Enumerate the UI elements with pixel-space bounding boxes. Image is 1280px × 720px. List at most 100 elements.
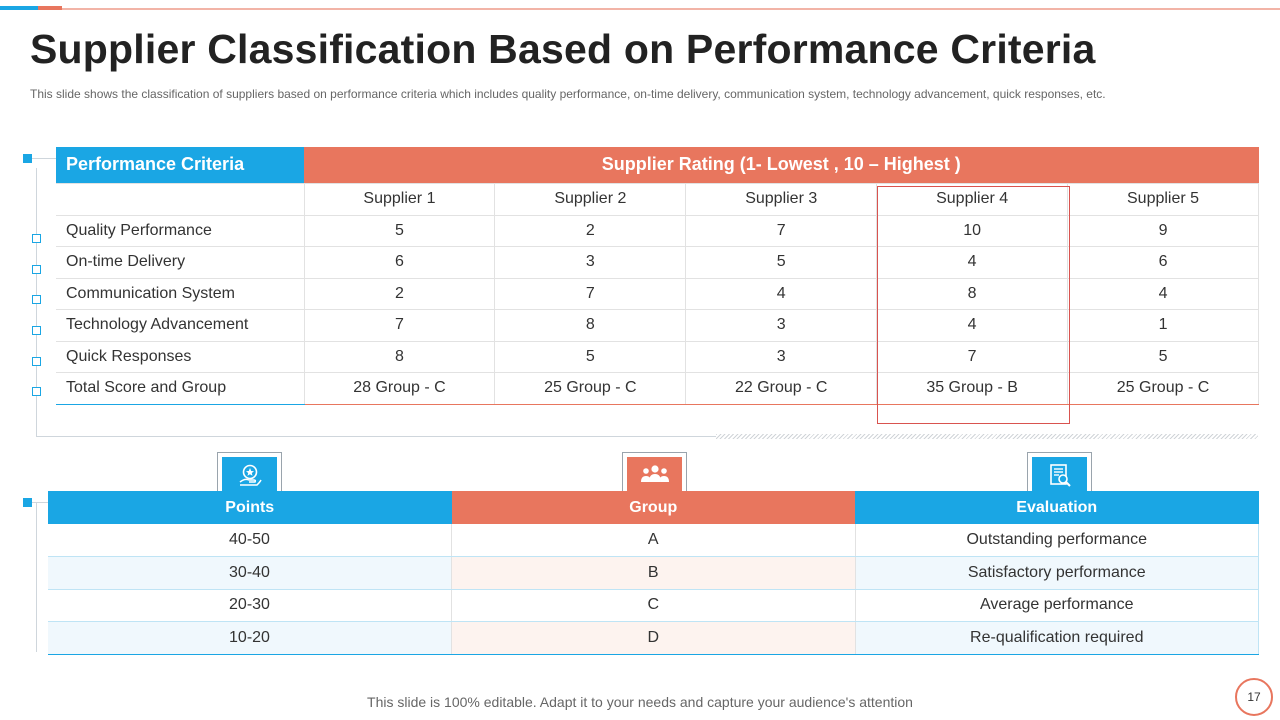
evaluation-cell: Outstanding performance [855,524,1259,557]
supplier-header: Supplier 4 [876,182,1069,216]
row-marker [32,295,41,304]
supplier-header: Supplier 5 [1067,182,1259,216]
rating-cell: 4 [685,277,878,310]
evaluation-cell: Re-qualification required [855,621,1259,655]
rating-cell: 6 [1067,246,1259,279]
supplier-header-row: Supplier 1 Supplier 2 Supplier 3 Supplie… [56,182,1259,216]
group-cell: A [451,524,856,557]
table-row: 40-50 A Outstanding performance [48,524,1259,557]
row-marker [32,326,41,335]
total-cell: 22 Group - C [685,372,878,405]
table-row: On-time Delivery 6 3 5 4 6 [56,246,1259,279]
table-row: 20-30 C Average performance [48,589,1259,622]
top-accent-line [0,8,1280,10]
top-accent-blue [0,6,38,10]
rating-cell: 5 [1067,340,1259,373]
row-marker [32,387,41,396]
points-cell: 30-40 [48,556,452,590]
rating-cell: 4 [1067,277,1259,310]
rating-cell: 4 [876,246,1069,279]
page-number: 17 [1235,678,1273,716]
criteria-label: Communication System [56,277,305,310]
table-row: Quick Responses 8 5 3 7 5 [56,340,1259,373]
rating-cell: 5 [685,246,878,279]
rating-cell: 7 [303,309,496,342]
table-row: 10-20 D Re-qualification required [48,621,1259,655]
rating-cell: 10 [876,214,1069,247]
supplier-header: Supplier 3 [685,182,878,216]
group-cell: D [451,621,856,655]
rating-cell: 1 [1067,309,1259,342]
group-cell: B [451,556,856,590]
decor-line-vertical [36,502,37,652]
supplier-header: Supplier 2 [494,182,687,216]
decor-hatch [716,434,1258,439]
criteria-header-left: Performance Criteria [56,147,304,183]
total-cell: 25 Group - C [1067,372,1259,405]
rating-cell: 5 [303,214,496,247]
table-row: Communication System 2 7 4 8 4 [56,277,1259,310]
points-icon-box [217,452,282,492]
group-icon-box [622,452,687,492]
row-marker [32,234,41,243]
criteria-header-row: Performance Criteria Supplier Rating (1-… [56,147,1259,183]
star-hand-icon [239,464,262,486]
criteria-label: Quality Performance [56,214,305,247]
total-cell: 28 Group - C [303,372,496,405]
decor-line-horizontal [36,436,716,437]
points-cell: 20-30 [48,589,452,622]
people-group-icon [640,464,669,482]
points-cell: 10-20 [48,621,452,655]
row-marker [32,357,41,366]
empty-cell [56,182,305,216]
table-row: 30-40 B Satisfactory performance [48,556,1259,590]
group-table: Points Group Evaluation 40-50 A Outstand… [48,491,1259,655]
table-row: Technology Advancement 7 8 3 4 1 [56,309,1259,342]
rating-cell: 2 [494,214,687,247]
evaluation-icon-box [1027,452,1092,492]
rating-cell: 8 [876,277,1069,310]
marker-tick [32,158,56,159]
marker-square [23,498,32,507]
criteria-table: Performance Criteria Supplier Rating (1-… [56,147,1259,405]
rating-cell: 7 [876,340,1069,373]
rating-cell: 3 [685,309,878,342]
table-row: Quality Performance 5 2 7 10 9 [56,214,1259,247]
rating-cell: 8 [303,340,496,373]
evaluation-cell: Average performance [855,589,1259,622]
rating-cell: 8 [494,309,687,342]
criteria-header-right: Supplier Rating (1- Lowest , 10 – Highes… [304,147,1259,183]
criteria-label: Technology Advancement [56,309,305,342]
marker-square [23,154,32,163]
group-header: Group [451,491,855,524]
rating-cell: 2 [303,277,496,310]
rating-cell: 9 [1067,214,1259,247]
page-title: Supplier Classification Based on Perform… [30,26,1096,72]
criteria-label: Quick Responses [56,340,305,373]
rating-cell: 3 [685,340,878,373]
page-subtitle: This slide shows the classification of s… [30,87,1106,101]
evaluation-header: Evaluation [855,491,1259,524]
total-cell: 25 Group - C [494,372,687,405]
rating-cell: 6 [303,246,496,279]
group-cell: C [451,589,856,622]
group-header-row: Points Group Evaluation [48,491,1259,524]
rating-cell: 7 [685,214,878,247]
row-marker [32,265,41,274]
rating-cell: 5 [494,340,687,373]
rating-cell: 3 [494,246,687,279]
criteria-label: On-time Delivery [56,246,305,279]
total-row: Total Score and Group 28 Group - C 25 Gr… [56,372,1259,405]
marker-tick [32,502,48,503]
evaluation-cell: Satisfactory performance [855,556,1259,590]
total-cell: 35 Group - B [876,372,1069,405]
criteria-label: Total Score and Group [56,372,305,405]
top-accent-red [38,6,62,10]
rating-cell: 4 [876,309,1069,342]
evaluation-report-icon [1049,463,1071,487]
rating-cell: 7 [494,277,687,310]
points-cell: 40-50 [48,524,452,557]
points-header: Points [48,491,452,524]
supplier-header: Supplier 1 [303,182,496,216]
footer-note: This slide is 100% editable. Adapt it to… [367,694,913,710]
